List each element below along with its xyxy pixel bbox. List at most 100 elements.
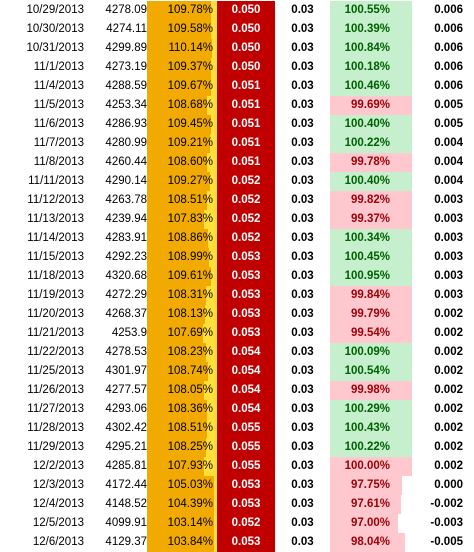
rate-cell[interactable]: 0.053 bbox=[217, 305, 275, 324]
rate-cell[interactable]: 0.052 bbox=[217, 191, 275, 210]
percent-bar-cell[interactable]: 109.45% bbox=[147, 115, 217, 134]
date-cell[interactable]: 11/4/2013 bbox=[33, 80, 84, 92]
value-cell[interactable]: 0.03 bbox=[291, 118, 314, 130]
value-cell[interactable]: 0.03 bbox=[291, 517, 314, 529]
rate-cell[interactable]: 0.054 bbox=[217, 362, 275, 381]
ratio-bar-cell[interactable]: 99.69% bbox=[330, 96, 412, 115]
price-cell[interactable]: 4295.21 bbox=[105, 441, 147, 453]
percent-bar-cell[interactable]: 108.86% bbox=[147, 229, 217, 248]
price-cell[interactable]: 4253.9 bbox=[111, 327, 147, 339]
price-cell[interactable]: 4099.91 bbox=[105, 517, 147, 529]
date-cell[interactable]: 11/7/2013 bbox=[33, 137, 84, 149]
rate-cell[interactable]: 0.053 bbox=[217, 286, 275, 305]
rate-cell[interactable]: 0.051 bbox=[217, 115, 275, 134]
date-cell[interactable]: 10/30/2013 bbox=[26, 23, 84, 35]
value-cell[interactable]: 0.03 bbox=[291, 460, 314, 472]
value-cell[interactable]: 0.03 bbox=[291, 213, 314, 225]
value-cell[interactable]: 0.03 bbox=[291, 251, 314, 263]
price-cell[interactable]: 4292.23 bbox=[105, 251, 147, 263]
change-cell[interactable]: 0.003 bbox=[434, 213, 463, 225]
rate-cell[interactable]: 0.052 bbox=[217, 229, 275, 248]
percent-bar-cell[interactable]: 105.03% bbox=[147, 476, 217, 495]
change-cell[interactable]: 0.002 bbox=[434, 384, 463, 396]
ratio-bar-cell[interactable]: 100.95% bbox=[330, 267, 412, 286]
percent-bar-cell[interactable]: 108.23% bbox=[147, 343, 217, 362]
percent-bar-cell[interactable]: 103.14% bbox=[147, 514, 217, 533]
change-cell[interactable]: 0.002 bbox=[434, 327, 463, 339]
rate-cell[interactable]: 0.054 bbox=[217, 381, 275, 400]
value-cell[interactable]: 0.03 bbox=[291, 61, 314, 73]
date-cell[interactable]: 10/31/2013 bbox=[26, 42, 84, 54]
percent-bar-cell[interactable]: 109.27% bbox=[147, 172, 217, 191]
rate-cell[interactable]: 0.055 bbox=[217, 457, 275, 476]
change-cell[interactable]: 0.004 bbox=[434, 156, 463, 168]
price-cell[interactable]: 4274.11 bbox=[106, 23, 147, 35]
value-cell[interactable]: 0.03 bbox=[291, 232, 314, 244]
ratio-bar-cell[interactable]: 100.39% bbox=[330, 20, 412, 39]
date-cell[interactable]: 11/25/2013 bbox=[27, 365, 84, 377]
date-cell[interactable]: 11/20/2013 bbox=[27, 308, 84, 320]
date-cell[interactable]: 11/21/2013 bbox=[27, 327, 84, 339]
change-cell[interactable]: 0.002 bbox=[434, 460, 463, 472]
change-cell[interactable]: 0.004 bbox=[434, 137, 463, 149]
ratio-bar-cell[interactable]: 100.55% bbox=[330, 1, 412, 20]
percent-bar-cell[interactable]: 107.83% bbox=[147, 210, 217, 229]
price-cell[interactable]: 4268.37 bbox=[105, 308, 147, 320]
change-cell[interactable]: 0.006 bbox=[434, 4, 463, 16]
date-cell[interactable]: 11/22/2013 bbox=[27, 346, 84, 358]
change-cell[interactable]: -0.005 bbox=[430, 536, 463, 548]
price-cell[interactable]: 4278.53 bbox=[105, 346, 147, 358]
change-cell[interactable]: -0.002 bbox=[430, 498, 463, 510]
value-cell[interactable]: 0.03 bbox=[291, 137, 314, 149]
percent-bar-cell[interactable]: 109.21% bbox=[147, 134, 217, 153]
rate-cell[interactable]: 0.051 bbox=[217, 77, 275, 96]
price-cell[interactable]: 4129.37 bbox=[105, 536, 147, 548]
rate-cell[interactable]: 0.053 bbox=[217, 533, 275, 552]
percent-bar-cell[interactable]: 108.13% bbox=[147, 305, 217, 324]
price-cell[interactable]: 4272.29 bbox=[105, 289, 147, 301]
date-cell[interactable]: 11/12/2013 bbox=[27, 194, 84, 206]
rate-cell[interactable]: 0.051 bbox=[217, 153, 275, 172]
change-cell[interactable]: 0.006 bbox=[434, 42, 463, 54]
ratio-bar-cell[interactable]: 99.54% bbox=[330, 324, 412, 343]
percent-bar-cell[interactable]: 104.39% bbox=[147, 495, 217, 514]
value-cell[interactable]: 0.03 bbox=[291, 99, 314, 111]
percent-bar-cell[interactable]: 103.84% bbox=[147, 533, 217, 552]
date-cell[interactable]: 11/26/2013 bbox=[27, 384, 84, 396]
value-cell[interactable]: 0.03 bbox=[291, 365, 314, 377]
change-cell[interactable]: 0.003 bbox=[434, 194, 463, 206]
value-cell[interactable]: 0.03 bbox=[291, 80, 314, 92]
percent-bar-cell[interactable]: 110.14% bbox=[147, 39, 217, 58]
price-cell[interactable]: 4283.91 bbox=[105, 232, 147, 244]
price-cell[interactable]: 4172.44 bbox=[105, 479, 147, 491]
price-cell[interactable]: 4280.99 bbox=[105, 137, 147, 149]
date-cell[interactable]: 11/19/2013 bbox=[27, 289, 84, 301]
price-cell[interactable]: 4302.42 bbox=[105, 422, 147, 434]
date-cell[interactable]: 11/29/2013 bbox=[27, 441, 84, 453]
rate-cell[interactable]: 0.055 bbox=[217, 419, 275, 438]
date-cell[interactable]: 11/6/2013 bbox=[33, 118, 84, 130]
value-cell[interactable]: 0.03 bbox=[291, 289, 314, 301]
value-cell[interactable]: 0.03 bbox=[291, 175, 314, 187]
rate-cell[interactable]: 0.054 bbox=[217, 343, 275, 362]
value-cell[interactable]: 0.03 bbox=[291, 536, 314, 548]
price-cell[interactable]: 4260.44 bbox=[105, 156, 147, 168]
date-cell[interactable]: 11/8/2013 bbox=[33, 156, 84, 168]
price-cell[interactable]: 4148.52 bbox=[105, 498, 147, 510]
change-cell[interactable]: 0.002 bbox=[434, 441, 463, 453]
ratio-bar-cell[interactable]: 100.09% bbox=[330, 343, 412, 362]
price-cell[interactable]: 4293.06 bbox=[105, 403, 147, 415]
ratio-bar-cell[interactable]: 100.00% bbox=[330, 457, 412, 476]
price-cell[interactable]: 4263.78 bbox=[105, 194, 147, 206]
rate-cell[interactable]: 0.051 bbox=[217, 96, 275, 115]
price-cell[interactable]: 4320.68 bbox=[105, 270, 147, 282]
price-cell[interactable]: 4277.57 bbox=[105, 384, 147, 396]
percent-bar-cell[interactable]: 107.69% bbox=[147, 324, 217, 343]
price-cell[interactable]: 4286.93 bbox=[105, 118, 147, 130]
value-cell[interactable]: 0.03 bbox=[291, 384, 314, 396]
value-cell[interactable]: 0.03 bbox=[291, 346, 314, 358]
date-cell[interactable]: 12/3/2013 bbox=[32, 479, 84, 491]
ratio-bar-cell[interactable]: 99.82% bbox=[330, 191, 412, 210]
change-cell[interactable]: 0.002 bbox=[434, 403, 463, 415]
ratio-bar-cell[interactable]: 97.75% bbox=[330, 476, 412, 495]
